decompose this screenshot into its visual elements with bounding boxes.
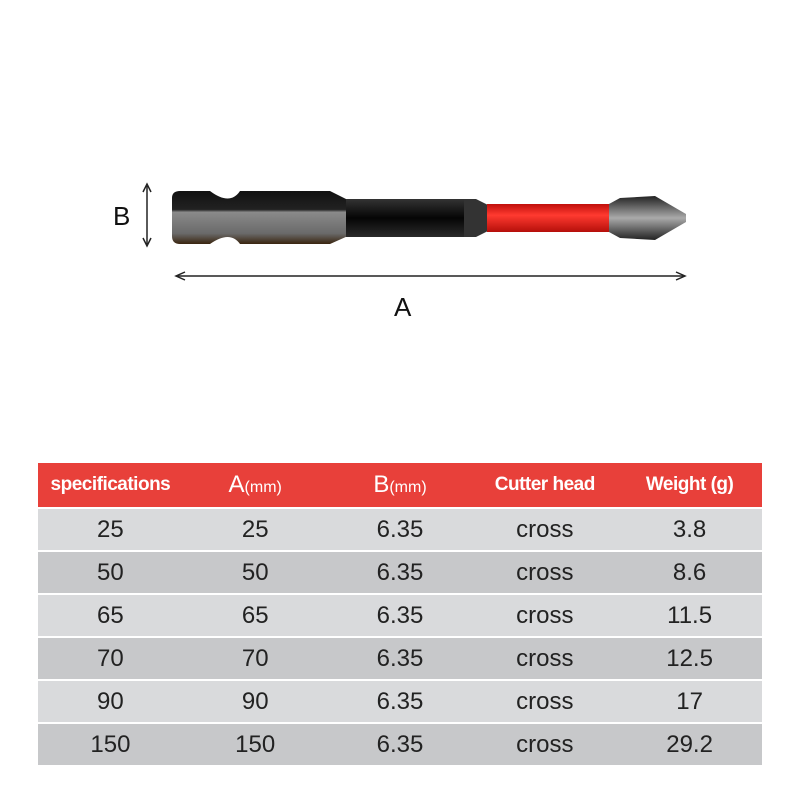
cell-b: 6.35 (327, 722, 473, 765)
bit-cross-tip (609, 196, 686, 240)
cell-cutter-head: cross (472, 550, 618, 594)
cell-a: 65 (182, 593, 328, 637)
table-row: 70 70 6.35 cross 12.5 (38, 636, 762, 680)
cell-specification: 65 (38, 593, 183, 637)
cell-b: 6.35 (327, 550, 473, 594)
cell-b: 6.35 (327, 679, 473, 723)
table-header: specifications A(mm) B(mm) Cutter head W… (38, 463, 762, 508)
cell-specification: 70 (38, 636, 183, 680)
header-b: B(mm) (327, 463, 473, 508)
table-row: 90 90 6.35 cross 17 (38, 679, 762, 723)
cell-weight: 17 (617, 679, 762, 723)
cell-weight: 12.5 (617, 636, 762, 680)
cell-weight: 8.6 (617, 550, 762, 594)
cell-weight: 11.5 (617, 593, 762, 637)
table-row: 25 25 6.35 cross 3.8 (38, 507, 762, 551)
cell-cutter-head: cross (472, 722, 618, 765)
cell-cutter-head: cross (472, 593, 618, 637)
screwdriver-bit-diagram (142, 182, 687, 281)
cell-specification: 25 (38, 507, 183, 551)
table-row: 65 65 6.35 cross 11.5 (38, 593, 762, 637)
cell-b: 6.35 (327, 593, 473, 637)
cell-a: 90 (182, 679, 328, 723)
cell-specification: 150 (38, 722, 183, 765)
bit-shaft (346, 199, 466, 237)
cell-a: 25 (182, 507, 328, 551)
table-row: 150 150 6.35 cross 29.2 (38, 722, 762, 765)
cell-cutter-head: cross (472, 507, 618, 551)
cell-specification: 50 (38, 550, 183, 594)
cell-cutter-head: cross (472, 679, 618, 723)
cell-b: 6.35 (327, 507, 473, 551)
dimension-a-label: A (394, 292, 412, 322)
cell-weight: 3.8 (617, 507, 762, 551)
header-a: A(mm) (182, 463, 328, 508)
header-cutter-head: Cutter head (472, 463, 618, 508)
cell-a: 50 (182, 550, 328, 594)
spec-table: specifications A(mm) B(mm) Cutter head W… (38, 463, 762, 765)
cell-cutter-head: cross (472, 636, 618, 680)
bit-collar (464, 199, 488, 237)
cell-a: 150 (182, 722, 328, 765)
header-weight: Weight (g) (617, 463, 762, 508)
cell-a: 70 (182, 636, 328, 680)
bit-red-band (487, 204, 609, 232)
cell-weight: 29.2 (617, 722, 762, 765)
header-specifications: specifications (38, 463, 183, 508)
cell-b: 6.35 (327, 636, 473, 680)
cell-specification: 90 (38, 679, 183, 723)
table-row: 50 50 6.35 cross 8.6 (38, 550, 762, 594)
bit-hex-shank (172, 191, 348, 244)
dimension-b-label: B (113, 201, 131, 231)
